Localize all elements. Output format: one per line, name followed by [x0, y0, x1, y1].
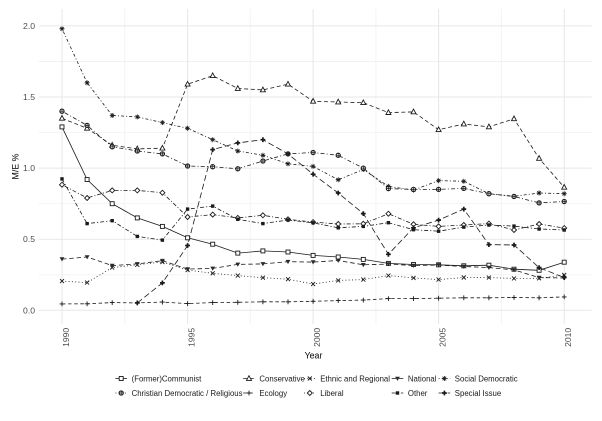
svg-text:Christian Democratic / Religio: Christian Democratic / Religious [132, 389, 243, 398]
svg-text:0.5: 0.5 [23, 234, 35, 244]
svg-text:1995: 1995 [187, 328, 197, 347]
svg-text:2000: 2000 [312, 328, 322, 347]
svg-text:Other: Other [408, 389, 428, 398]
svg-text:National: National [408, 374, 437, 383]
svg-text:Liberal: Liberal [320, 389, 344, 398]
svg-text:2010: 2010 [563, 328, 573, 347]
svg-text:M/E %: M/E % [11, 153, 21, 179]
svg-text:Special Issue: Special Issue [455, 389, 501, 398]
svg-text:Ecology: Ecology [259, 389, 287, 398]
svg-text:1990: 1990 [61, 328, 71, 347]
svg-text:Ethnic and Regional: Ethnic and Regional [320, 374, 390, 383]
svg-text:1.5: 1.5 [23, 92, 35, 102]
svg-text:0.0: 0.0 [23, 305, 35, 315]
svg-text:2.0: 2.0 [23, 21, 35, 31]
svg-text:(Former)Communist: (Former)Communist [132, 374, 203, 383]
svg-text:1.0: 1.0 [23, 163, 35, 173]
svg-text:Year: Year [305, 351, 323, 361]
svg-text:Social Democratic: Social Democratic [455, 374, 518, 383]
svg-text:Conservative: Conservative [259, 374, 305, 383]
svg-text:2005: 2005 [438, 328, 448, 347]
